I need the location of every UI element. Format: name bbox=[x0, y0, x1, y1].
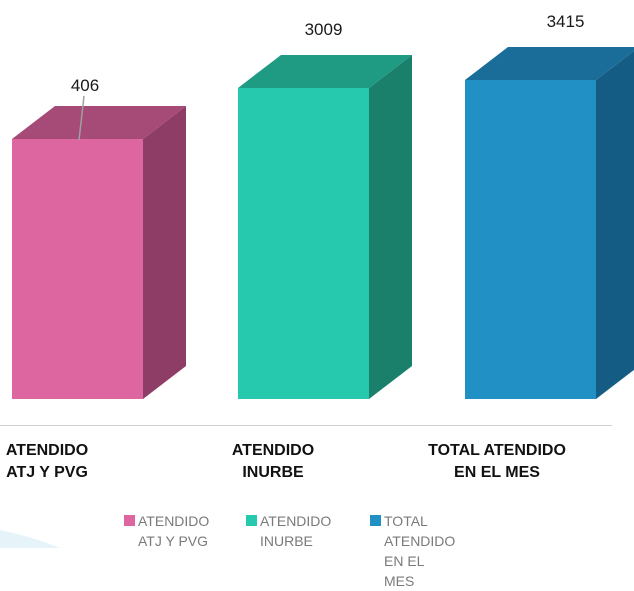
bar-0 bbox=[12, 139, 143, 399]
bar-chart: 406 3009 3415 bbox=[12, 12, 634, 399]
bar-side-0 bbox=[143, 106, 186, 399]
data-label-2: 3415 bbox=[547, 12, 585, 31]
bar-side-1 bbox=[369, 54, 412, 399]
legend-swatch-blue bbox=[370, 515, 381, 526]
corner-decoration bbox=[0, 530, 60, 548]
legend-label: TOTAL ATENDIDO EN EL MES bbox=[384, 513, 456, 589]
category-label-inurbe: ATENDIDO INURBE bbox=[231, 442, 315, 481]
legend-swatch-pink bbox=[124, 515, 135, 526]
bar-top-2 bbox=[465, 47, 634, 80]
bar-1 bbox=[238, 87, 369, 399]
bar-side-2 bbox=[596, 50, 634, 399]
data-label-0: 406 bbox=[71, 76, 99, 95]
legend-swatch-teal bbox=[246, 515, 257, 526]
data-label-1: 3009 bbox=[305, 20, 343, 39]
data-label-leader-line bbox=[78, 95, 85, 141]
category-axis-line bbox=[0, 425, 612, 426]
category-label-total: TOTAL ATENDIDO EN EL MES bbox=[428, 442, 566, 481]
bar-2 bbox=[465, 80, 596, 399]
category-label-atj-pvg: ATENDIDO ATJ Y PVG bbox=[5, 442, 89, 481]
legend-label: ATENDIDO INURBE bbox=[260, 513, 332, 549]
bar-top-0 bbox=[12, 106, 186, 139]
legend-label: ATENDIDO ATJ Y PVG bbox=[138, 513, 210, 549]
bar-top-1 bbox=[238, 54, 412, 88]
